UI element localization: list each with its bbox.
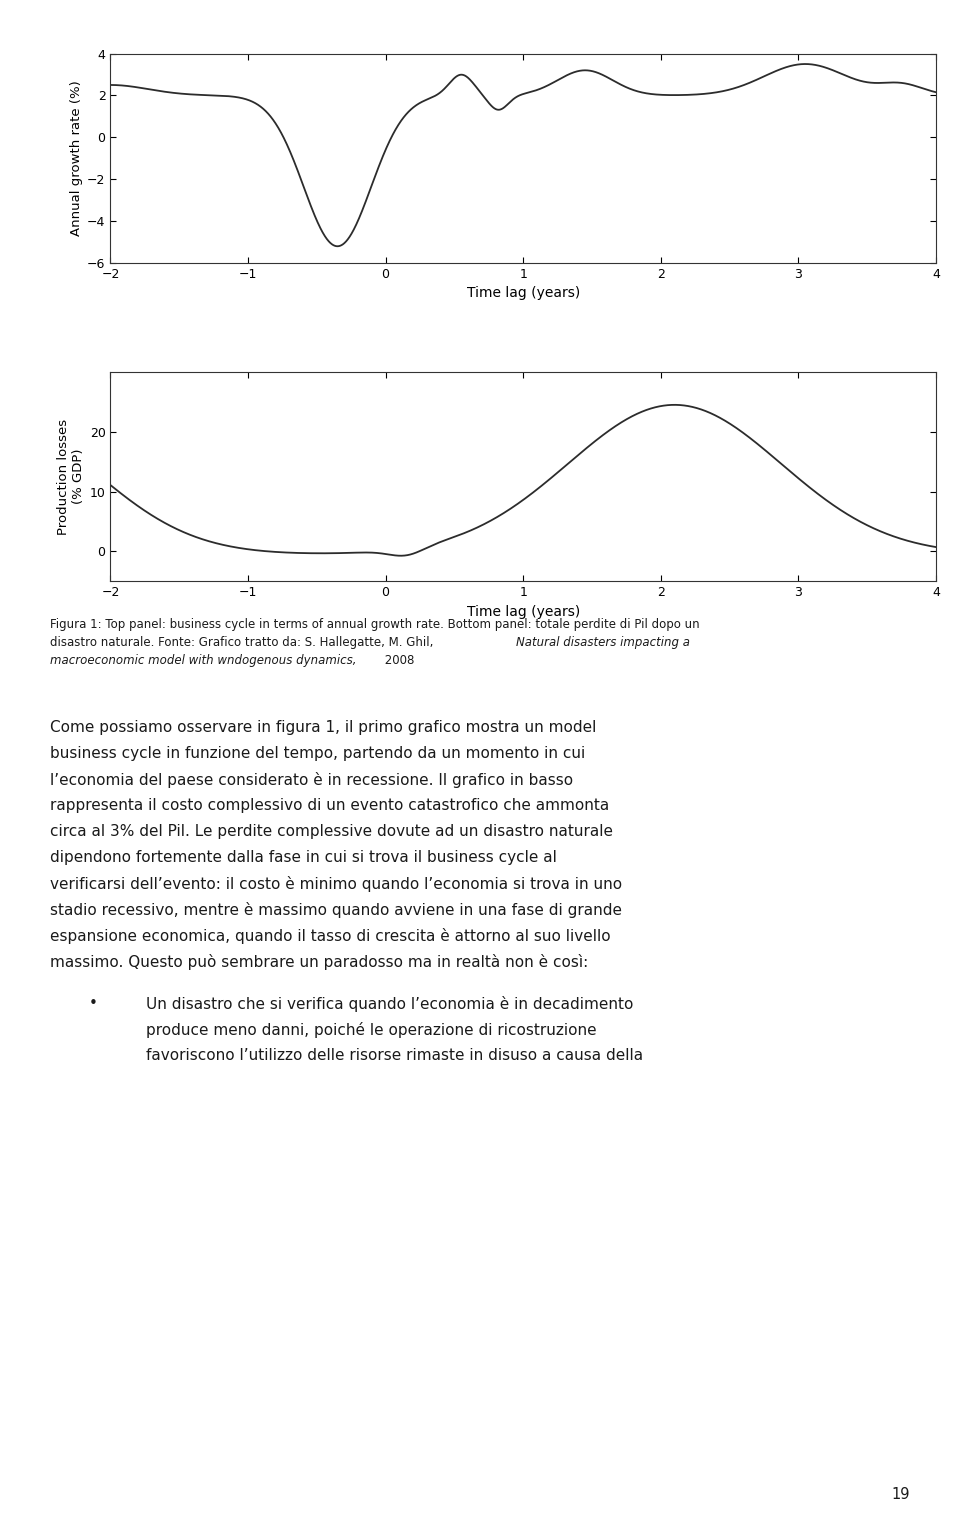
- Text: macroeconomic model with wndogenous dynamics,: macroeconomic model with wndogenous dyna…: [50, 653, 356, 667]
- Text: verificarsi dell’evento: il costo è minimo quando l’economia si trova in uno: verificarsi dell’evento: il costo è mini…: [50, 877, 622, 892]
- Text: l’economia del paese considerato è in recessione. Il grafico in basso: l’economia del paese considerato è in re…: [50, 773, 573, 788]
- Text: favoriscono l’utilizzo delle risorse rimaste in disuso a causa della: favoriscono l’utilizzo delle risorse rim…: [146, 1048, 643, 1063]
- Text: 19: 19: [892, 1487, 910, 1502]
- Text: espansione economica, quando il tasso di crescita è attorno al suo livello: espansione economica, quando il tasso di…: [50, 929, 611, 944]
- Text: 2008: 2008: [381, 653, 415, 667]
- Text: •: •: [88, 996, 97, 1011]
- Text: disastro naturale. Fonte: Grafico tratto da: S. Hallegatte, M. Ghil,: disastro naturale. Fonte: Grafico tratto…: [50, 636, 437, 649]
- Text: circa al 3% del Pil. Le perdite complessive dovute ad un disastro naturale: circa al 3% del Pil. Le perdite compless…: [50, 825, 612, 838]
- Text: Natural disasters impacting a: Natural disasters impacting a: [516, 636, 689, 649]
- Y-axis label: Annual growth rate (%): Annual growth rate (%): [70, 81, 83, 236]
- Y-axis label: Production losses
(% GDP): Production losses (% GDP): [58, 419, 85, 534]
- Text: Un disastro che si verifica quando l’economia è in decadimento: Un disastro che si verifica quando l’eco…: [146, 996, 634, 1011]
- Text: dipendono fortemente dalla fase in cui si trova il business cycle al: dipendono fortemente dalla fase in cui s…: [50, 851, 557, 864]
- Text: Come possiamo osservare in figura 1, il primo grafico mostra un model: Come possiamo osservare in figura 1, il …: [50, 721, 596, 734]
- Text: Figura 1: Top panel: business cycle in terms of annual growth rate. Bottom panel: Figura 1: Top panel: business cycle in t…: [50, 618, 700, 630]
- X-axis label: Time lag (years): Time lag (years): [467, 286, 580, 300]
- X-axis label: Time lag (years): Time lag (years): [467, 604, 580, 618]
- Text: produce meno danni, poiché le operazione di ricostruzione: produce meno danni, poiché le operazione…: [146, 1022, 596, 1037]
- Text: massimo. Questo può sembrare un paradosso ma in realtà non è così:: massimo. Questo può sembrare un paradoss…: [50, 955, 588, 970]
- Text: rappresenta il costo complessivo di un evento catastrofico che ammonta: rappresenta il costo complessivo di un e…: [50, 799, 610, 812]
- Text: business cycle in funzione del tempo, partendo da un momento in cui: business cycle in funzione del tempo, pa…: [50, 747, 586, 760]
- Text: stadio recessivo, mentre è massimo quando avviene in una fase di grande: stadio recessivo, mentre è massimo quand…: [50, 903, 622, 918]
